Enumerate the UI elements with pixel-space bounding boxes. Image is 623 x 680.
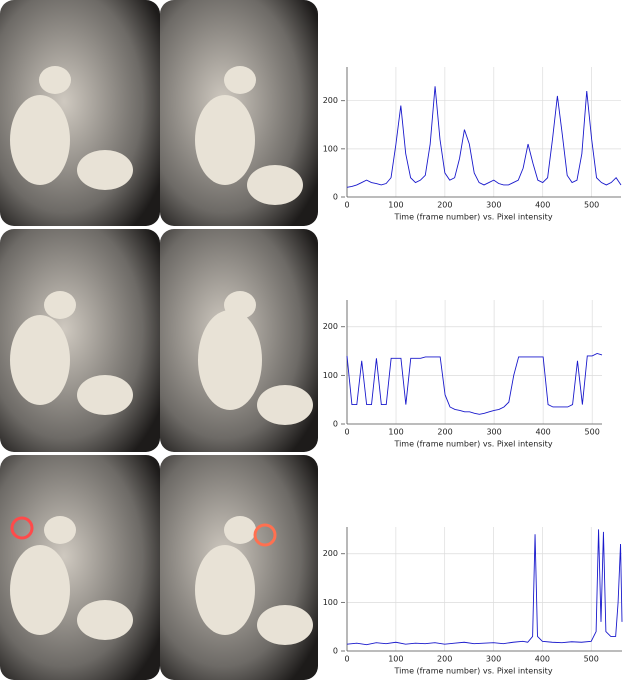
y-tick-label: 200 — [323, 96, 338, 105]
y-tick-label: 0 — [333, 420, 338, 429]
x-tick-label: 100 — [388, 428, 403, 437]
y-tick-label: 0 — [333, 193, 338, 202]
x-tick-label: 400 — [536, 428, 551, 437]
data-line — [347, 353, 602, 414]
x-tick-label: 0 — [344, 428, 349, 437]
x-tick-label: 0 — [344, 201, 349, 210]
y-tick-label: 100 — [323, 598, 338, 607]
data-line — [347, 529, 622, 644]
data-line — [347, 86, 621, 187]
x-tick-label: 300 — [486, 655, 501, 664]
x-tick-label: 100 — [388, 655, 403, 664]
y-tick-label: 200 — [323, 322, 338, 331]
x-tick-label: 300 — [486, 201, 501, 210]
x-tick-label: 500 — [584, 655, 599, 664]
x-tick-label: 200 — [437, 428, 452, 437]
x-tick-label: 400 — [535, 655, 550, 664]
x-tick-label: 400 — [535, 201, 550, 210]
y-tick-label: 100 — [323, 144, 338, 153]
y-tick-label: 0 — [333, 647, 338, 656]
y-tick-label: 100 — [323, 371, 338, 380]
x-tick-label: 0 — [344, 655, 349, 664]
x-tick-label: 500 — [584, 201, 599, 210]
x-tick-label: 500 — [585, 428, 600, 437]
photos — [0, 0, 318, 680]
x-tick-label: 300 — [486, 428, 501, 437]
x-axis-label: Time (frame number) vs. Pixel intensity — [393, 440, 552, 449]
figure: 0 100 200 300 400 500 0 100 200 Time (frame numbe… — [0, 0, 623, 680]
y-tick-label: 200 — [323, 549, 338, 558]
x-tick-label: 100 — [388, 201, 403, 210]
x-tick-label: 200 — [437, 655, 452, 664]
x-axis-label: Time (frame number) vs. Pixel intensity — [393, 213, 552, 222]
x-tick-label: 200 — [437, 201, 452, 210]
x-axis-label: Time (frame number) vs. Pixel intensity — [393, 667, 552, 676]
